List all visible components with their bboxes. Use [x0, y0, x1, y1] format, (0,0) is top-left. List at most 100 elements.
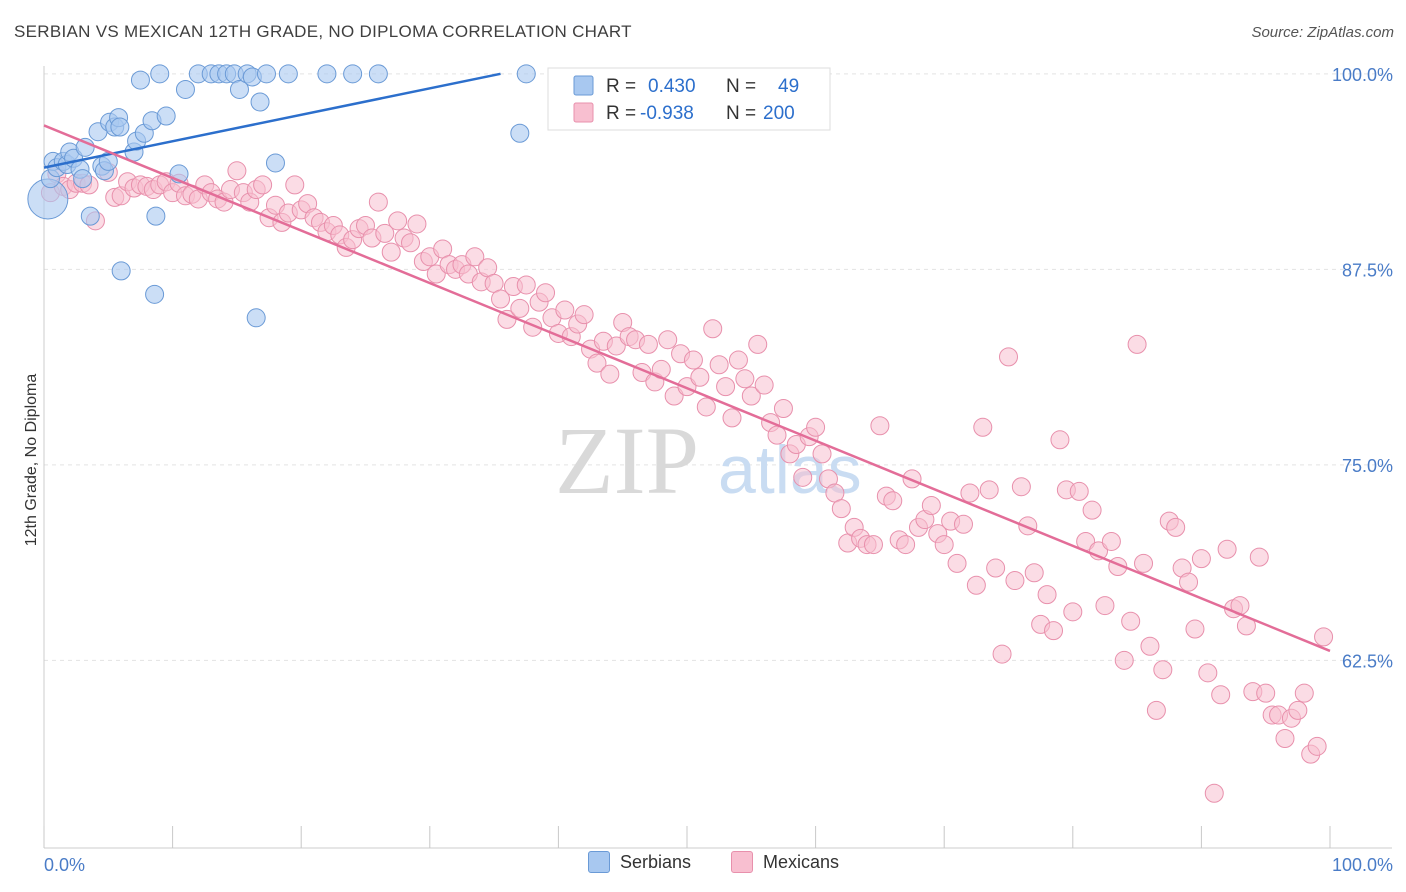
mexican-point	[227, 161, 247, 181]
mexican-point	[1024, 563, 1044, 583]
serbian-point	[246, 308, 266, 328]
mexican-point	[1050, 430, 1070, 450]
mexican-point	[587, 353, 607, 373]
serbian-point	[150, 64, 170, 84]
mexican-point	[388, 211, 408, 231]
y-tick-label: 62.5%	[1342, 651, 1393, 671]
serbian-point	[250, 92, 270, 112]
mexican-point	[285, 175, 305, 195]
mexican-point	[407, 214, 427, 234]
mexican-point	[1256, 683, 1276, 703]
serbian-point	[516, 64, 536, 84]
serbian-point	[368, 64, 388, 84]
mexican-point	[426, 264, 446, 284]
mexican-point	[1166, 517, 1186, 537]
mexican-point	[1069, 481, 1089, 501]
legend-swatch-serbians	[573, 75, 594, 96]
legend-top: R = 0.430 N = 49 R = -0.938 N = 200	[547, 67, 831, 131]
legend-swatch-serbians	[588, 851, 610, 873]
mexican-point	[1288, 700, 1308, 720]
mexican-point	[1146, 700, 1166, 720]
serbian-point	[229, 79, 249, 99]
mexican-point	[735, 369, 755, 389]
mexican-point	[1005, 571, 1025, 591]
mexican-point	[1082, 500, 1102, 520]
mexican-point	[831, 499, 851, 519]
mexican-point	[368, 192, 388, 212]
serbian-point	[146, 206, 166, 226]
legend-swatch-mexicans	[731, 851, 753, 873]
legend-item-mexicans: Mexicans	[731, 851, 839, 873]
mexican-point	[1198, 663, 1218, 683]
y-tick-label: 100.0%	[1332, 65, 1393, 85]
mexican-point	[1294, 683, 1314, 703]
mexican-point	[491, 289, 511, 309]
mexican-point	[1037, 585, 1057, 605]
mexican-point	[600, 364, 620, 384]
mexican-point	[921, 495, 941, 515]
mexican-point	[748, 334, 768, 354]
mexican-point	[754, 375, 774, 395]
serbian-point	[156, 106, 176, 126]
x-tick-label: 100.0%	[1332, 855, 1393, 875]
mexican-point	[741, 386, 761, 406]
mexican-point	[465, 247, 485, 267]
mexican-point	[979, 480, 999, 500]
legend-r-value-serbians: 0.430	[648, 76, 696, 97]
mexican-point	[953, 514, 973, 534]
legend-bottom: Serbians Mexicans	[0, 851, 1406, 879]
serbian-point	[265, 153, 285, 173]
watermark-zip: ZIP	[555, 407, 699, 514]
mexican-point	[793, 467, 813, 487]
mexican-point	[1095, 596, 1115, 616]
serbian-point	[175, 79, 195, 99]
mexican-point	[999, 347, 1018, 367]
legend-item-serbians: Serbians	[588, 851, 691, 873]
mexican-point	[947, 553, 967, 573]
mexican-point	[574, 305, 594, 325]
mexican-point	[1185, 619, 1205, 639]
mexican-point	[1204, 783, 1224, 803]
mexican-point	[1011, 477, 1031, 497]
mexican-point	[960, 483, 980, 503]
mexican-point	[1114, 650, 1134, 670]
mexican-point	[1063, 602, 1083, 622]
mexicans-trend-line	[43, 124, 1331, 653]
mexican-point	[1153, 660, 1173, 680]
mexican-point	[870, 416, 890, 436]
serbian-point	[256, 64, 276, 84]
serbian-point	[80, 206, 100, 226]
mexican-point	[934, 535, 954, 555]
mexican-point	[1211, 685, 1231, 705]
mexican-point	[1127, 334, 1147, 354]
mexican-point	[973, 417, 993, 437]
mexican-point	[375, 223, 395, 243]
legend-n-label-mexicans: N =	[726, 103, 756, 124]
mexican-point	[722, 408, 742, 428]
mexican-point	[536, 283, 556, 303]
legend-n-label-serbians: N =	[726, 76, 756, 97]
mexican-point	[1121, 611, 1141, 631]
mexican-point	[696, 397, 716, 417]
mexican-point	[896, 535, 916, 555]
tick-labels: 62.5% 75.0% 87.5% 100.0% 0.0% 100.0%	[44, 65, 1393, 875]
mexican-point	[658, 330, 678, 350]
mexican-point	[1134, 553, 1154, 573]
mexican-point	[1275, 729, 1295, 749]
mexican-point	[773, 399, 793, 419]
mexican-point	[812, 444, 832, 464]
legend-r-label-serbians: R =	[606, 76, 636, 97]
legend-label-serbians: Serbians	[620, 851, 692, 872]
mexican-point	[516, 275, 536, 295]
mexican-point	[606, 336, 626, 356]
mexican-point	[381, 242, 401, 262]
mexican-point	[1140, 636, 1160, 656]
serbian-point	[73, 169, 93, 189]
mexican-point	[1249, 547, 1269, 567]
chart-source: Source: ZipAtlas.com	[1251, 24, 1394, 41]
serbian-point	[130, 70, 150, 90]
mexican-point	[992, 644, 1012, 664]
mexican-point	[1179, 572, 1199, 592]
serbian-point	[278, 64, 298, 84]
